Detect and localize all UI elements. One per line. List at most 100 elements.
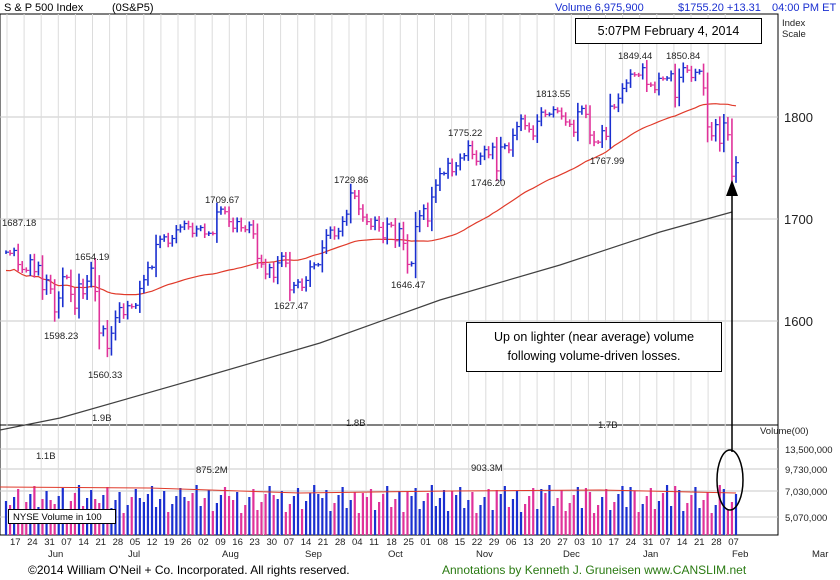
date-tick-label: 27 bbox=[557, 537, 568, 548]
date-tick-label: 08 bbox=[438, 537, 449, 548]
price-annotation-label: 1746.20 bbox=[471, 178, 505, 189]
price-tick-label: 1600 bbox=[784, 314, 813, 329]
annotation-credit: Annotations by Kenneth J. Gruneisen www.… bbox=[442, 563, 747, 577]
date-tick-label: 29 bbox=[489, 537, 500, 548]
volume-annotation-label: 1.7B bbox=[598, 420, 618, 431]
ma50-line bbox=[5, 103, 737, 296]
time-readout: 04:00 PM ET bbox=[772, 2, 836, 14]
date-box: 5:07PM February 4, 2014 bbox=[575, 18, 762, 44]
date-tick-label: 30 bbox=[267, 537, 278, 548]
date-tick-label: 20 bbox=[540, 537, 551, 548]
date-tick-label: 07 bbox=[660, 537, 671, 548]
annotation-note-line-2: following volume-driven losses. bbox=[507, 349, 681, 363]
annotation-note-line-1: Up on lighter (near average) volume bbox=[493, 330, 695, 344]
date-tick-label: 18 bbox=[386, 537, 397, 548]
moving-average-lines bbox=[0, 103, 737, 431]
volume-highlight-ellipse bbox=[716, 449, 744, 511]
grid-lines bbox=[0, 14, 778, 535]
date-tick-label: 24 bbox=[27, 537, 38, 548]
price-annotation-label: 1767.99 bbox=[590, 156, 624, 167]
annotation-arrow-head bbox=[726, 180, 738, 196]
price-annotation-label: 1627.47 bbox=[274, 301, 308, 312]
month-label: Aug bbox=[222, 549, 239, 560]
footer: ©2014 William O'Neil + Co. Incorporated.… bbox=[0, 560, 840, 580]
date-tick-label: 05 bbox=[130, 537, 141, 548]
volume-tick-label: 5,070,000 bbox=[785, 513, 827, 524]
date-tick-label: 31 bbox=[643, 537, 654, 548]
volume-annotation-label: 1.8B bbox=[346, 418, 366, 429]
price-annotation-label: 1849.44 bbox=[618, 51, 652, 62]
date-tick-label: 28 bbox=[113, 537, 124, 548]
date-tick-label: 24 bbox=[626, 537, 637, 548]
date-tick-label: 09 bbox=[215, 537, 226, 548]
scale-label-index: Index bbox=[782, 18, 805, 29]
date-tick-label: 25 bbox=[403, 537, 414, 548]
volume-annotation-label: 903.3M bbox=[471, 463, 503, 474]
date-tick-label: 22 bbox=[472, 537, 483, 548]
date-tick-label: 21 bbox=[96, 537, 107, 548]
price-annotation-label: 1729.86 bbox=[334, 175, 368, 186]
price-annotation-label: 1813.55 bbox=[536, 89, 570, 100]
price-annotation-label: 1775.22 bbox=[448, 128, 482, 139]
volume-annotation-label: 875.2M bbox=[196, 465, 228, 476]
copyright-text: ©2014 William O'Neil + Co. Incorporated.… bbox=[28, 563, 350, 577]
price-annotation-label: 1850.84 bbox=[666, 51, 700, 62]
date-tick-label: 26 bbox=[181, 537, 192, 548]
axis-labels: 1600 1700 1800 13,500,000 9,730,000 7,030,000… bbox=[10, 110, 833, 560]
volume-annotation-label: 1.1B bbox=[36, 451, 56, 462]
date-tick-label: 23 bbox=[249, 537, 260, 548]
month-label: Jul bbox=[128, 549, 140, 560]
price-annotation-label: 1646.47 bbox=[391, 280, 425, 291]
date-tick-label: 02 bbox=[198, 537, 209, 548]
date-tick-label: 12 bbox=[147, 537, 158, 548]
price-change-readout: $1755.20 +13.31 bbox=[678, 2, 761, 14]
price-labels: 1687.18 1654.19 1598.23 1560.33 1709.67 1627.… bbox=[2, 51, 700, 476]
date-tick-label: 28 bbox=[711, 537, 722, 548]
date-tick-label: 03 bbox=[574, 537, 585, 548]
volume-readout: Volume 6,975,900 bbox=[555, 2, 644, 14]
price-annotation-label: 1654.19 bbox=[75, 252, 109, 263]
price-annotation-label: 1687.18 bbox=[2, 218, 36, 229]
date-tick-label: 11 bbox=[369, 537, 379, 548]
month-label: Oct bbox=[388, 549, 403, 560]
month-label: Sep bbox=[305, 549, 322, 560]
volume-tick-label: 13,500,000 bbox=[785, 445, 833, 456]
date-tick-label: 28 bbox=[335, 537, 346, 548]
price-annotation-label: 1709.67 bbox=[205, 195, 239, 206]
date-tick-label: 10 bbox=[591, 537, 602, 548]
price-annotation-label: 1560.33 bbox=[88, 370, 122, 381]
nyse-volume-label: NYSE Volume in 100 bbox=[8, 509, 116, 524]
index-symbol: (0S&P5) bbox=[112, 2, 154, 14]
date-tick-label: 04 bbox=[352, 537, 363, 548]
month-label: Nov bbox=[476, 549, 493, 560]
date-tick-label: 21 bbox=[318, 537, 329, 548]
date-tick-label: 14 bbox=[78, 537, 89, 548]
volume-panel-frame bbox=[0, 424, 779, 536]
price-tick-label: 1800 bbox=[784, 110, 813, 125]
date-tick-label: 07 bbox=[728, 537, 739, 548]
volume-tick-label: 7,030,000 bbox=[785, 487, 827, 498]
date-tick-label: 07 bbox=[284, 537, 295, 548]
price-tick-label: 1700 bbox=[784, 212, 813, 227]
date-tick-label: 17 bbox=[609, 537, 620, 548]
date-tick-label: 14 bbox=[677, 537, 688, 548]
date-tick-label: 15 bbox=[455, 537, 466, 548]
scale-label-scale: Scale bbox=[782, 29, 806, 40]
date-tick-label: 01 bbox=[420, 537, 431, 548]
volume-tick-label: 9,730,000 bbox=[785, 465, 827, 476]
date-tick-label: 19 bbox=[164, 537, 175, 548]
date-tick-label: 21 bbox=[694, 537, 705, 548]
month-label: Jan bbox=[643, 549, 658, 560]
index-title: S & P 500 Index bbox=[4, 2, 84, 14]
date-tick-label: 14 bbox=[301, 537, 312, 548]
date-tick-label: 13 bbox=[523, 537, 534, 548]
price-annotation-label: 1598.23 bbox=[44, 331, 78, 342]
volume-average-line bbox=[0, 486, 737, 494]
date-tick-label: 16 bbox=[232, 537, 243, 548]
annotation-note: Up on lighter (near average) volume foll… bbox=[466, 322, 722, 372]
month-label: Feb bbox=[732, 549, 748, 560]
month-label: Jun bbox=[48, 549, 63, 560]
ma200-line bbox=[0, 211, 733, 431]
date-tick-label: 06 bbox=[506, 537, 517, 548]
